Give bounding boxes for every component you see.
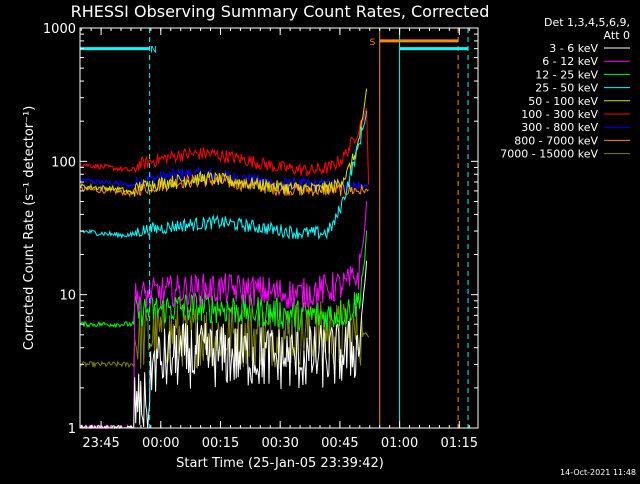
series-line-1 <box>79 200 368 430</box>
x-tick-label-3: 00:30 <box>261 436 298 451</box>
legend-label-3: 25 - 50 keV <box>535 82 598 95</box>
plot-frame <box>79 27 479 429</box>
x-tick-label-5: 01:00 <box>381 436 418 451</box>
legend-label-0: 3 - 6 keV <box>549 42 598 55</box>
x-tick-label-4: 00:45 <box>321 436 358 451</box>
footer-timestamp: 14-Oct-2021 11:48 <box>560 468 636 477</box>
series-line-3 <box>79 110 368 241</box>
x-tick-label-1: 00:00 <box>142 436 179 451</box>
y-tick-label-1: 10 <box>59 289 76 304</box>
legend-label-5: 100 - 300 keV <box>521 108 598 121</box>
series-line-5 <box>79 107 370 185</box>
chart-title: RHESSI Observing Summary Count Rates, Co… <box>71 2 490 21</box>
series-line-2 <box>79 230 368 332</box>
legend-label-8: 7000 - 15000 keV <box>500 148 598 161</box>
legend-label-1: 6 - 12 keV <box>542 55 598 68</box>
y-tick-label-2: 100 <box>51 155 76 170</box>
legend-header-line-2: Att 0 <box>604 29 630 42</box>
x-tick-label-6: 01:15 <box>441 436 478 451</box>
legend-label-4: 50 - 100 keV <box>528 95 598 108</box>
annotation-s: S <box>370 38 376 48</box>
y-tick-label-0: 1 <box>68 422 76 437</box>
legend-label-2: 12 - 25 keV <box>535 68 598 81</box>
legend-label-7: 800 - 7000 keV <box>514 134 598 147</box>
series-traces <box>79 88 370 430</box>
orbit-overlays: NS <box>80 28 469 428</box>
series-line-8 <box>79 300 370 370</box>
x-tick-label-0: 23:45 <box>82 436 119 451</box>
axis-ticks: 23:45 00:00 00:15 00:30 00:45 01:00 01:15 1 10 10… <box>43 22 478 451</box>
annotation-n: N <box>150 46 157 56</box>
y-axis-label: Corrected Count Rate (s⁻¹ detector⁻¹) <box>22 106 37 351</box>
y-tick-label-3: 1000 <box>43 22 76 37</box>
x-axis-label: Start Time (25-Jan-05 23:39:42) <box>176 456 384 471</box>
series-line-0 <box>80 260 368 430</box>
x-tick-label-2: 00:15 <box>202 436 239 451</box>
legend-label-6: 300 - 800 keV <box>521 121 598 134</box>
legend-header-line-1: Det 1,3,4,5,6,9, <box>544 16 630 29</box>
series-line-4 <box>79 88 368 197</box>
